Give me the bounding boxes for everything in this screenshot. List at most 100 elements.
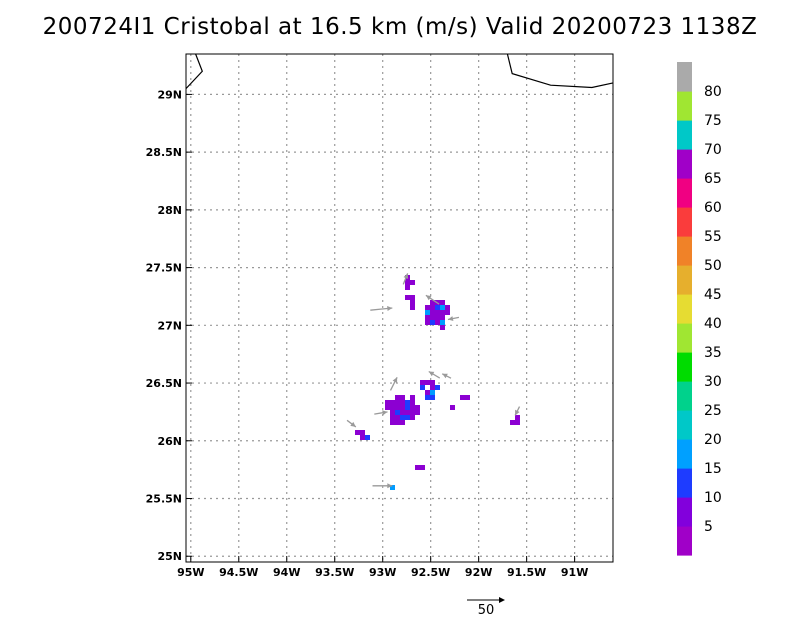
colorbar-label: 20 (704, 432, 722, 448)
reference-vector: 50 (467, 597, 505, 618)
wind-vector-head (515, 409, 520, 416)
reference-arrow-head (499, 597, 505, 603)
echo-pixel (410, 280, 415, 285)
echo-pixel (465, 395, 470, 400)
colorbar-swatch (677, 265, 692, 295)
echo-pixel (435, 305, 440, 310)
y-tick-label: 28.5N (146, 146, 182, 159)
coastline (185, 53, 614, 90)
y-axis: 25N 25.5N 26N 26.5N 27N 27.5N 28N 28.5N 29N (146, 88, 192, 563)
colorbar-label: 15 (704, 461, 722, 477)
colorbar-swatch (677, 439, 692, 469)
chart-title: 200724I1 Cristobal at 16.5 km (m/s) Vali… (42, 14, 758, 40)
echo-pixel (430, 320, 435, 325)
y-tick-label: 26.5N (146, 377, 182, 390)
y-tick-label: 29N (157, 88, 182, 101)
echo-pixel (360, 435, 365, 440)
echo-pixel (435, 320, 440, 325)
wind-vector-head (425, 295, 432, 301)
echo-pixel (385, 405, 390, 410)
colorbar: 5 10 15 20 25 30 35 40 45 50 55 60 65 70 75 80 (677, 62, 722, 556)
echo-pixel (425, 390, 430, 395)
wind-vector-head (392, 377, 398, 383)
colorbar-swatch (677, 526, 692, 556)
colorbar-label: 5 (704, 519, 713, 535)
echo-pixel (395, 395, 400, 400)
reference-vector-label: 50 (478, 603, 495, 618)
wind-vector-head (448, 316, 454, 321)
echo-pixel (420, 385, 425, 390)
x-tick-label: 94W (273, 566, 300, 579)
echo-pixel (410, 405, 415, 410)
colorbar-label: 50 (704, 258, 722, 274)
echo-pixel (440, 310, 445, 315)
colorbar-label: 25 (704, 403, 722, 419)
y-tick-label: 25N (157, 550, 182, 563)
y-tick-label: 28N (157, 204, 182, 217)
wind-vector-head (428, 371, 435, 377)
echo-pixel (430, 385, 435, 390)
colorbar-label: 60 (704, 200, 722, 216)
echo-pixel (420, 380, 425, 385)
echo-pixel (410, 410, 415, 415)
echo-pixel (415, 410, 420, 415)
x-tick-label: 91.5W (507, 566, 546, 579)
colorbar-swatch (677, 91, 692, 121)
wind-vector-head (387, 483, 393, 489)
echo-pixel (450, 405, 455, 410)
echo-pixel (395, 420, 400, 425)
colorbar-label: 65 (704, 171, 722, 187)
echo-pixel (405, 415, 410, 420)
colorbar-swatch (677, 468, 692, 498)
echo-pixel (390, 400, 395, 405)
echo-pixel (395, 400, 400, 405)
echo-pixel (405, 400, 410, 405)
wind-vector-head (442, 373, 448, 379)
echo-pixel (395, 405, 400, 410)
echo-pixel (420, 465, 425, 470)
colorbar-label: 80 (704, 84, 722, 100)
echo-pixel (400, 400, 405, 405)
echo-pixel (400, 420, 405, 425)
echo-pixel (430, 380, 435, 385)
echo-pixel (410, 295, 415, 300)
echo-pixel (390, 420, 395, 425)
echo-pixel (425, 305, 430, 310)
echo-pixel (395, 410, 400, 415)
x-tick-label: 92.5W (411, 566, 450, 579)
y-tick-label: 25.5N (146, 493, 182, 506)
echo-pixel (390, 405, 395, 410)
echo-pixel (355, 430, 360, 435)
colorbar-swatch (677, 178, 692, 208)
colorbar-label: 30 (704, 374, 722, 390)
wind-vector-head (382, 410, 388, 416)
echo-pixel (405, 280, 410, 285)
echo-pixel (405, 295, 410, 300)
echo-pixel (400, 395, 405, 400)
colorbar-swatch (677, 497, 692, 527)
echo-pixel (440, 315, 445, 320)
colorbar-swatch (677, 294, 692, 324)
echo-pixel (430, 395, 435, 400)
colorbar-swatch (677, 410, 692, 440)
x-tick-label: 94.5W (219, 566, 258, 579)
echo-pixel (440, 325, 445, 330)
echo-pixel (460, 395, 465, 400)
echo-pixel (440, 320, 445, 325)
echo-pixel (405, 410, 410, 415)
echo-pixel (390, 415, 395, 420)
echo-pixel (425, 380, 430, 385)
echo-pixel (390, 485, 395, 490)
colorbar-swatch (677, 381, 692, 411)
echo-pixel (515, 420, 520, 425)
x-tick-label: 95W (177, 566, 204, 579)
x-tick-label: 93W (369, 566, 396, 579)
wind-vector-head (387, 306, 393, 311)
echo-pixel (445, 310, 450, 315)
echo-pixel (385, 400, 390, 405)
coastline-segment (506, 53, 614, 89)
plot-frame (185, 53, 614, 563)
wind-vector-head (403, 273, 409, 279)
colorbar-label: 75 (704, 113, 722, 129)
echo-pixel (430, 315, 435, 320)
